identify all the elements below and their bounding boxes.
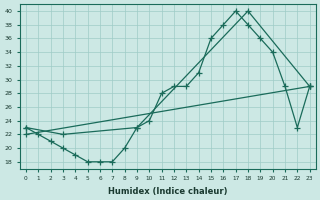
X-axis label: Humidex (Indice chaleur): Humidex (Indice chaleur): [108, 187, 228, 196]
